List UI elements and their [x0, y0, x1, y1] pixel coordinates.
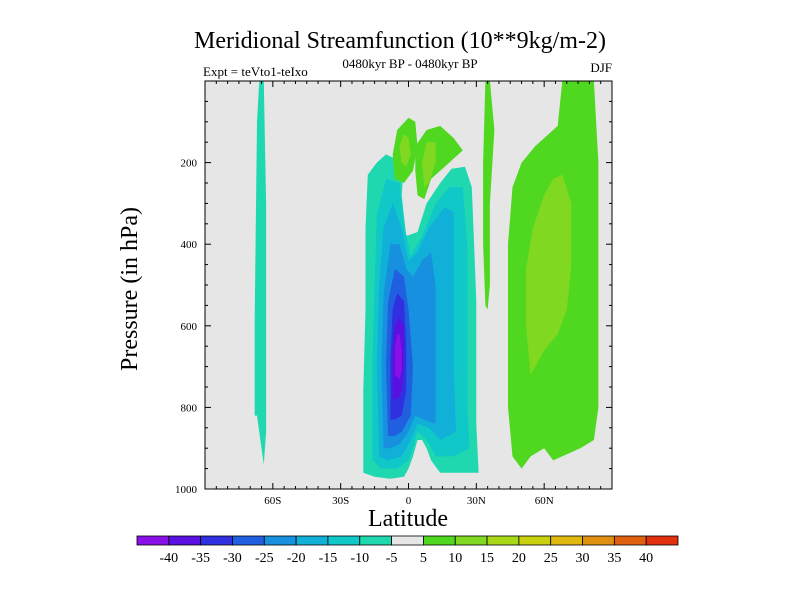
colorbar-label: -35: [191, 551, 210, 566]
y-tick-label: 1000: [175, 484, 198, 496]
contour-regions: [254, 81, 599, 479]
colorbar-swatch: [232, 535, 265, 546]
colorbar-label: -5: [386, 551, 398, 566]
colorbar-swatch: [168, 535, 202, 546]
plot-area: [205, 81, 612, 489]
colorbar-label: 30: [576, 551, 590, 566]
contour-region-tropical-strip: [483, 81, 495, 310]
chart-subtitle-experiment: Expt = teVto1-teIxo: [203, 64, 308, 79]
colorbar-swatch: [550, 535, 583, 546]
colorbar-label: 15: [480, 551, 494, 566]
axes: 60S 30S 0 30N 60N 200 400 600 800 1000: [175, 80, 613, 507]
x-tick-label: 60S: [264, 495, 281, 507]
contour-region-upper-left-blob-inner: [399, 134, 411, 167]
colorbar-label: -40: [159, 551, 178, 566]
chart-title: Meridional Streamfunction (10**9kg/m-2): [194, 28, 606, 54]
colorbar-label: -15: [319, 551, 338, 566]
colorbar-label: -20: [287, 551, 306, 566]
x-axis-title: Latitude: [368, 506, 448, 532]
y-axis-title: Pressure (in hPa): [117, 207, 143, 371]
x-tick-label: 0: [406, 495, 412, 507]
colorbar-label: 5: [420, 551, 427, 566]
y-tick-label: 600: [181, 321, 198, 333]
x-tick-label: 30S: [332, 495, 349, 507]
colorbar-label: -25: [255, 551, 274, 566]
chart-subtitle-period: 0480kyr BP - 0480kyr BP: [342, 56, 478, 71]
colorbar-swatch: [136, 535, 170, 546]
colorbar: -40 -35 -30 -25 -20 -15 -10 -5 5 10 15 20 25 30 35 40: [136, 535, 679, 566]
chart-subtitle-season: DJF: [590, 60, 612, 75]
colorbar-label: -10: [350, 551, 369, 566]
contour-region-upper-right-blob-inner: [422, 142, 436, 188]
y-tick-label: 800: [181, 402, 198, 414]
x-tick-label: 30N: [467, 495, 486, 507]
colorbar-swatch: [582, 535, 615, 546]
colorbar-label: 20: [512, 551, 526, 566]
colorbar-label: 40: [639, 551, 653, 566]
colorbar-label: 10: [448, 551, 462, 566]
colorbar-swatch: [645, 535, 679, 546]
colorbar-swatch: [327, 535, 361, 546]
contour-region-northern-cell-10: [526, 174, 572, 375]
contour-region-south-polar-strip: [254, 81, 267, 465]
colorbar-label: -30: [223, 551, 242, 566]
colorbar-swatch: [391, 535, 424, 546]
colorbar-swatch: [423, 535, 456, 546]
colorbar-label: 25: [544, 551, 558, 566]
colorbar-label: 35: [607, 551, 621, 566]
x-tick-label: 60N: [535, 495, 554, 507]
colorbar-swatch: [486, 535, 520, 546]
colorbar-swatch: [263, 535, 297, 546]
colorbar-swatch: [518, 535, 552, 546]
y-tick-label: 400: [181, 239, 198, 251]
colorbar-swatch: [613, 535, 647, 546]
contour-region-southern-cell-40: [394, 334, 402, 379]
colorbar-swatch: [200, 535, 233, 546]
colorbar-swatch: [295, 535, 329, 546]
colorbar-swatch: [359, 535, 392, 546]
colorbar-swatch: [454, 535, 488, 546]
y-tick-label: 200: [181, 158, 198, 170]
